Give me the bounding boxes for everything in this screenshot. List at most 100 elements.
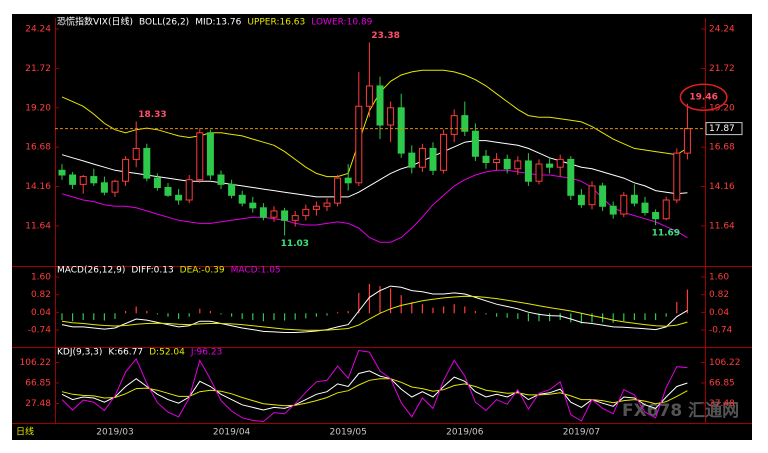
x-tick-label: 2019/06 (446, 428, 484, 438)
candle-body (673, 152, 681, 201)
candle-body (461, 115, 469, 132)
low-label: 11.03 (281, 239, 309, 249)
candle-body (217, 174, 225, 185)
candle-body (418, 147, 426, 168)
candle-body (259, 207, 267, 218)
y-tick-label: 11.64 (25, 221, 51, 231)
candle-body (79, 176, 87, 185)
candle-body (196, 132, 204, 181)
candle-body (355, 105, 363, 184)
background (12, 14, 752, 440)
indicator-line (61, 69, 688, 178)
indicator-name: MACD(26,12,9) (57, 266, 125, 276)
candle-body (482, 155, 490, 163)
candle-body (206, 132, 214, 176)
indicator-line (61, 349, 688, 423)
candle-body (302, 208, 310, 217)
candle-body (514, 160, 522, 170)
y2-tick-label: 16.68 (709, 143, 735, 153)
candle-body (641, 202, 649, 213)
candle-body (111, 180, 119, 193)
y2-tick-label: 11.64 (709, 221, 735, 231)
candle-body (238, 194, 246, 204)
candle-body (228, 183, 236, 196)
candle-body (90, 176, 98, 184)
candle-body (397, 107, 405, 154)
indicator-line (61, 295, 688, 331)
indicator-name: BOLL(26,2) (139, 18, 189, 28)
high-label: 19.46 (689, 92, 717, 102)
y2-tick-label: 0.82 (709, 290, 729, 300)
price-label: 17.87 (709, 124, 735, 134)
y-tick-label: 24.24 (25, 25, 51, 35)
legend-entry: MID:13.76 (195, 18, 241, 28)
candle-body (450, 115, 458, 135)
candle-body (652, 212, 660, 220)
y-tick-label: 14.16 (25, 182, 51, 192)
candle-body (577, 194, 585, 206)
frame (12, 18, 752, 424)
candle-body (620, 194, 628, 215)
candle-body (408, 152, 416, 168)
legend-entry: D:52.04 (149, 348, 185, 358)
y-tick-label: 106.22 (20, 358, 52, 368)
x-tick-label: 2019/04 (213, 428, 251, 438)
price-box (705, 122, 743, 136)
candle-body (185, 179, 193, 201)
candle-body (291, 215, 299, 221)
y2-tick-label: 66.85 (709, 378, 735, 388)
y2-tick-label: 106.22 (709, 358, 741, 368)
y-tick-label: 1.60 (31, 273, 51, 283)
legend-entry: MACD:1.05 (231, 266, 281, 276)
candle-body (599, 185, 607, 207)
candle-body (493, 158, 501, 163)
candle-body (344, 177, 352, 184)
candle-body (365, 85, 373, 107)
candle-body (323, 202, 331, 207)
indicator-line (61, 370, 688, 411)
y-tick-label: 16.68 (25, 143, 51, 153)
candle-body (503, 158, 511, 170)
high-label: 23.38 (371, 31, 399, 41)
candle-body (153, 177, 161, 188)
legend-entry: K:66.77 (108, 348, 143, 358)
candle-body (58, 169, 66, 176)
legend-entry: LOWER:10.89 (311, 18, 372, 28)
x-tick-label: 2019/03 (96, 428, 133, 438)
y-tick-label: 27.48 (25, 399, 51, 409)
candle-body (334, 177, 342, 204)
indicator-line (61, 285, 688, 333)
candle-body (662, 199, 670, 220)
highlight-circle (679, 83, 728, 111)
high-label: 18.33 (138, 110, 166, 120)
y2-tick-label: 0.04 (709, 308, 729, 318)
candle-body (630, 194, 638, 204)
y2-tick-label: 27.48 (709, 399, 735, 409)
indicator-line (61, 140, 688, 198)
chart-title: 恐慌指数VIX(日线) (57, 16, 133, 28)
y2-tick-label: 14.16 (709, 182, 735, 192)
y2-tick-label: 1.60 (709, 273, 729, 283)
period-label: 日线 (16, 426, 34, 438)
candle-body (100, 182, 108, 193)
legend-entry: J:96.23 (190, 348, 222, 358)
candle-body (429, 147, 437, 171)
legend-entry: DIFF:0.13 (131, 266, 173, 276)
candle-body (683, 128, 691, 154)
candle-body (376, 85, 384, 126)
candle-body (132, 147, 140, 160)
candle-body (312, 205, 320, 210)
y-tick-label: 21.72 (25, 64, 51, 74)
candle-body (546, 163, 554, 168)
candle-body (567, 158, 575, 196)
candle-body (175, 194, 183, 201)
y-tick-label: 0.82 (31, 290, 51, 300)
legend-entry: UPPER:16.63 (247, 18, 305, 28)
y2-tick-label: 24.24 (709, 25, 735, 35)
candle-body (69, 174, 77, 185)
candle-body (588, 185, 596, 206)
y2-tick-label: -0.74 (709, 326, 733, 336)
candle-body (387, 107, 395, 126)
x-tick-label: 2019/05 (330, 428, 367, 438)
